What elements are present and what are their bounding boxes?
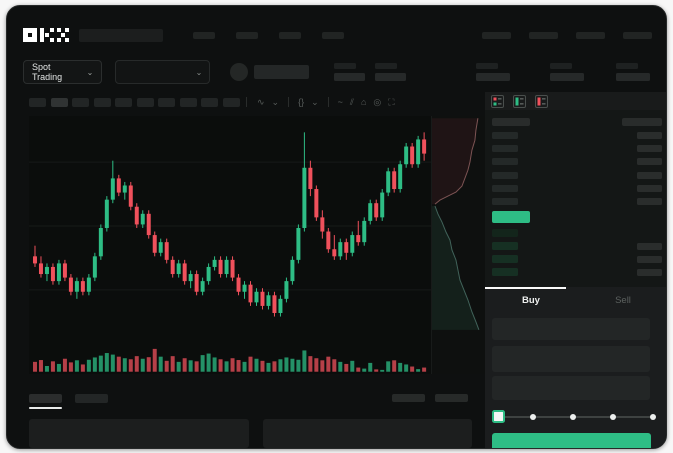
buy-sell-tabbar: Buy Sell (485, 287, 666, 313)
history-icon[interactable]: ◎ (373, 97, 382, 107)
fullscreen-icon[interactable]: ⛶ (388, 97, 395, 107)
app-window: Spot Trading ⌄ ⌄ ∿ ⌄ {} ⌄ ~ ⫽ ⌂ ◎ ⛶ (6, 5, 667, 449)
market-type-label: Spot Trading (32, 62, 63, 82)
book-bids-only-icon[interactable] (513, 94, 526, 108)
snapshot-icon[interactable]: ⌂ (360, 97, 367, 107)
top-nav (23, 26, 652, 44)
orders-tab-active[interactable] (29, 394, 62, 409)
bottom-action-placeholder[interactable] (392, 394, 425, 402)
nav-item[interactable] (576, 31, 605, 39)
slider-stop-50[interactable] (570, 413, 576, 420)
depth-chart[interactable] (431, 116, 485, 374)
slider-stop-25[interactable] (530, 413, 536, 420)
timeframe-button[interactable] (222, 97, 240, 107)
ticker-stat (476, 63, 511, 81)
price-input-placeholder[interactable] (492, 318, 650, 340)
coin-avatar (230, 63, 249, 81)
bid-row[interactable] (492, 229, 662, 238)
nav-item[interactable] (482, 31, 511, 39)
ask-row[interactable] (492, 132, 662, 139)
slider-stop-75[interactable] (610, 413, 616, 420)
ask-row[interactable] (492, 158, 662, 166)
nav-item[interactable] (236, 31, 258, 39)
chart-toolbar-icons: ∿ ⌄ {} ⌄ ~ ⫽ ⌂ ◎ ⛶ (257, 97, 395, 107)
bottom-panels (29, 419, 472, 448)
bid-row[interactable] (492, 255, 662, 264)
buy-tab[interactable]: Buy (522, 294, 540, 306)
amount-input-placeholder[interactable] (492, 346, 650, 372)
ask-row[interactable] (492, 171, 662, 179)
timeframe-button[interactable] (158, 97, 175, 107)
chart-section (29, 116, 485, 374)
search-placeholder[interactable] (79, 28, 163, 42)
book-combined-icon[interactable] (491, 94, 504, 108)
slider-stop-100[interactable] (650, 413, 656, 420)
ticker-bar: Spot Trading ⌄ ⌄ (23, 59, 651, 85)
ask-row[interactable] (492, 145, 662, 153)
timeframe-button[interactable] (29, 97, 46, 107)
trade-sidebar: Buy Sell (485, 92, 666, 448)
timeframe-button[interactable] (93, 97, 111, 107)
bid-row[interactable] (492, 268, 662, 277)
slider-handle[interactable] (492, 410, 505, 423)
pair-name-placeholder (254, 65, 310, 79)
timeframe-button-active[interactable] (50, 97, 68, 107)
timeframe-button[interactable] (115, 97, 132, 107)
chart-type-icon[interactable]: ∿ (257, 97, 265, 107)
trend-line-icon[interactable]: ~ (337, 97, 343, 107)
total-input-placeholder[interactable] (492, 376, 650, 400)
orderbook (485, 110, 666, 287)
timeframe-button[interactable] (201, 97, 218, 107)
orders-panel-placeholder (263, 419, 472, 448)
nav-item[interactable] (279, 31, 301, 39)
bottom-action-placeholder[interactable] (435, 394, 468, 402)
orderbook-header (492, 118, 662, 126)
compare-icon[interactable]: ⫽ (349, 97, 354, 107)
bottom-tabbar (29, 394, 472, 410)
ask-row[interactable] (492, 197, 662, 205)
orderbook-mode-switch (485, 92, 666, 110)
nav-item[interactable] (623, 31, 652, 39)
buy-submit-button[interactable] (492, 433, 651, 448)
okx-logo-icon[interactable] (23, 28, 69, 42)
timeframe-button[interactable] (179, 97, 197, 107)
market-type-dropdown[interactable]: Spot Trading ⌄ (23, 60, 103, 84)
ask-row[interactable] (492, 184, 662, 192)
chart-type-dropdown-icon[interactable]: ⌄ (271, 97, 280, 107)
chevron-down-icon: ⌄ (195, 67, 203, 77)
ticker-stat (375, 63, 407, 81)
ticker-stat (334, 63, 366, 81)
amount-slider[interactable] (492, 410, 658, 423)
nav-links-left (193, 31, 344, 39)
timeframe-button[interactable] (136, 97, 154, 107)
nav-links-right (482, 31, 652, 39)
indicators-dropdown-icon[interactable]: ⌄ (311, 97, 319, 107)
candlestick-chart[interactable] (29, 116, 432, 374)
chart-toolbar: ∿ ⌄ {} ⌄ ~ ⫽ ⌂ ◎ ⛶ (29, 94, 475, 110)
ticker-stat (550, 63, 585, 81)
bid-row[interactable] (492, 242, 662, 251)
sell-tab[interactable]: Sell (615, 294, 631, 306)
book-asks-only-icon[interactable] (535, 94, 548, 108)
nav-item[interactable] (322, 31, 344, 39)
timeframe-button[interactable] (72, 97, 89, 107)
order-form (485, 313, 666, 448)
history-tab[interactable] (75, 394, 108, 403)
ticker-stat (616, 63, 651, 81)
nav-item[interactable] (529, 31, 558, 39)
orders-panel-placeholder (29, 419, 249, 448)
nav-item[interactable] (193, 31, 215, 39)
last-price-badge[interactable] (492, 211, 530, 224)
chevron-down-icon: ⌄ (86, 67, 94, 77)
pair-dropdown[interactable]: ⌄ (115, 60, 211, 84)
indicators-icon[interactable]: {} (298, 97, 305, 107)
